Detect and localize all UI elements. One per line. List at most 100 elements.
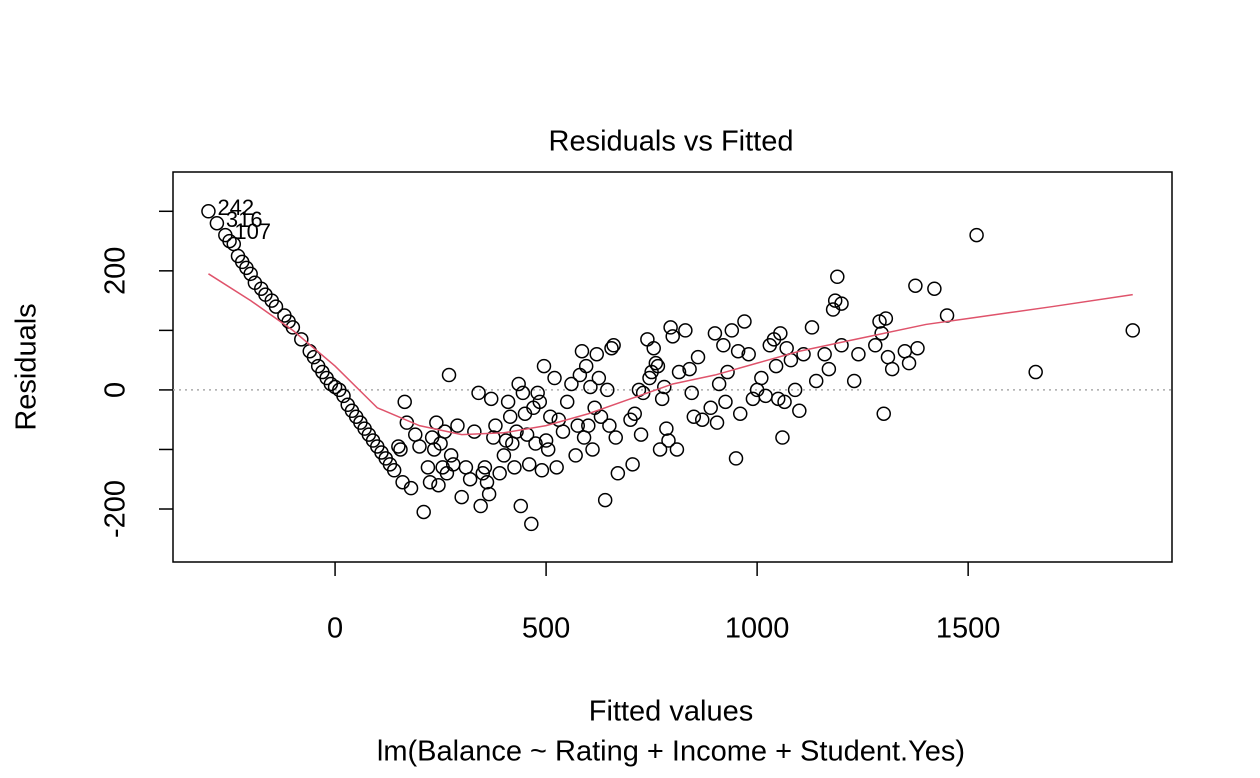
subtitle: lm(Balance ~ Rating + Income + Student.Y… (377, 736, 965, 768)
point (665, 329, 680, 344)
point (633, 427, 649, 442)
point (492, 466, 507, 481)
point (454, 489, 469, 505)
point (880, 349, 896, 365)
point (969, 227, 984, 243)
point (528, 436, 543, 451)
point (422, 474, 438, 490)
point (732, 406, 748, 421)
point (443, 448, 459, 463)
point-label: 242 (217, 195, 254, 220)
point (540, 442, 556, 457)
point (481, 486, 497, 502)
point (1125, 323, 1140, 338)
point (507, 460, 522, 475)
point (678, 323, 693, 338)
point (534, 463, 550, 478)
point (467, 424, 482, 439)
point (568, 448, 583, 463)
point (500, 394, 516, 410)
point (524, 516, 539, 532)
point (709, 415, 725, 430)
point (576, 430, 592, 445)
point (201, 204, 216, 219)
point (834, 338, 849, 353)
point (555, 424, 571, 439)
point (513, 498, 529, 514)
point (391, 439, 406, 454)
point (593, 409, 609, 424)
point (690, 349, 706, 365)
point (754, 370, 769, 386)
point (686, 409, 702, 424)
point (635, 385, 651, 401)
x-axis-label: Fitted values (589, 696, 753, 728)
smooth-line (208, 273, 1133, 436)
point (901, 355, 917, 371)
point (684, 385, 699, 401)
point (657, 379, 672, 395)
point (327, 379, 343, 395)
point (625, 457, 640, 472)
point (574, 343, 590, 359)
point (416, 504, 431, 520)
point (602, 418, 617, 433)
point (787, 382, 803, 398)
point (796, 346, 811, 362)
point (597, 492, 613, 508)
point (488, 418, 503, 433)
point (397, 394, 412, 410)
point (808, 373, 824, 389)
point (222, 233, 237, 249)
point (521, 457, 537, 472)
point (640, 332, 655, 347)
point (511, 376, 526, 392)
y-axis-label: Residuals (11, 303, 43, 430)
point (775, 430, 790, 445)
point (627, 406, 642, 421)
point (420, 460, 436, 475)
point (834, 296, 849, 311)
point (682, 361, 697, 377)
point (519, 427, 535, 442)
point (669, 442, 685, 457)
point (703, 400, 718, 416)
point (773, 326, 788, 341)
x-tick-label: 500 (522, 613, 570, 645)
point (821, 361, 837, 377)
point (724, 323, 740, 338)
point (473, 498, 488, 514)
point (386, 463, 402, 478)
point (777, 394, 792, 410)
plot-frame (172, 171, 1173, 563)
point (559, 394, 575, 410)
point (431, 477, 446, 493)
point (610, 466, 626, 481)
point (502, 409, 518, 424)
point (695, 412, 710, 427)
point (462, 471, 478, 487)
point (496, 448, 512, 463)
point (591, 370, 607, 386)
y-tick-label: 200 (100, 247, 132, 295)
point-label: 107 (234, 219, 271, 244)
point (650, 358, 666, 374)
x-tick-label: 0 (327, 613, 343, 645)
point (804, 320, 820, 335)
point (768, 358, 784, 374)
point (1028, 364, 1043, 380)
point (515, 385, 531, 401)
point (471, 385, 486, 401)
point (243, 266, 258, 282)
point (475, 466, 491, 481)
point (897, 343, 913, 359)
point (393, 442, 408, 457)
point (817, 346, 832, 362)
point (659, 421, 674, 436)
point (927, 281, 942, 296)
point (477, 460, 493, 475)
point (718, 394, 733, 410)
point (564, 376, 579, 392)
point (483, 391, 499, 407)
point (661, 433, 676, 448)
